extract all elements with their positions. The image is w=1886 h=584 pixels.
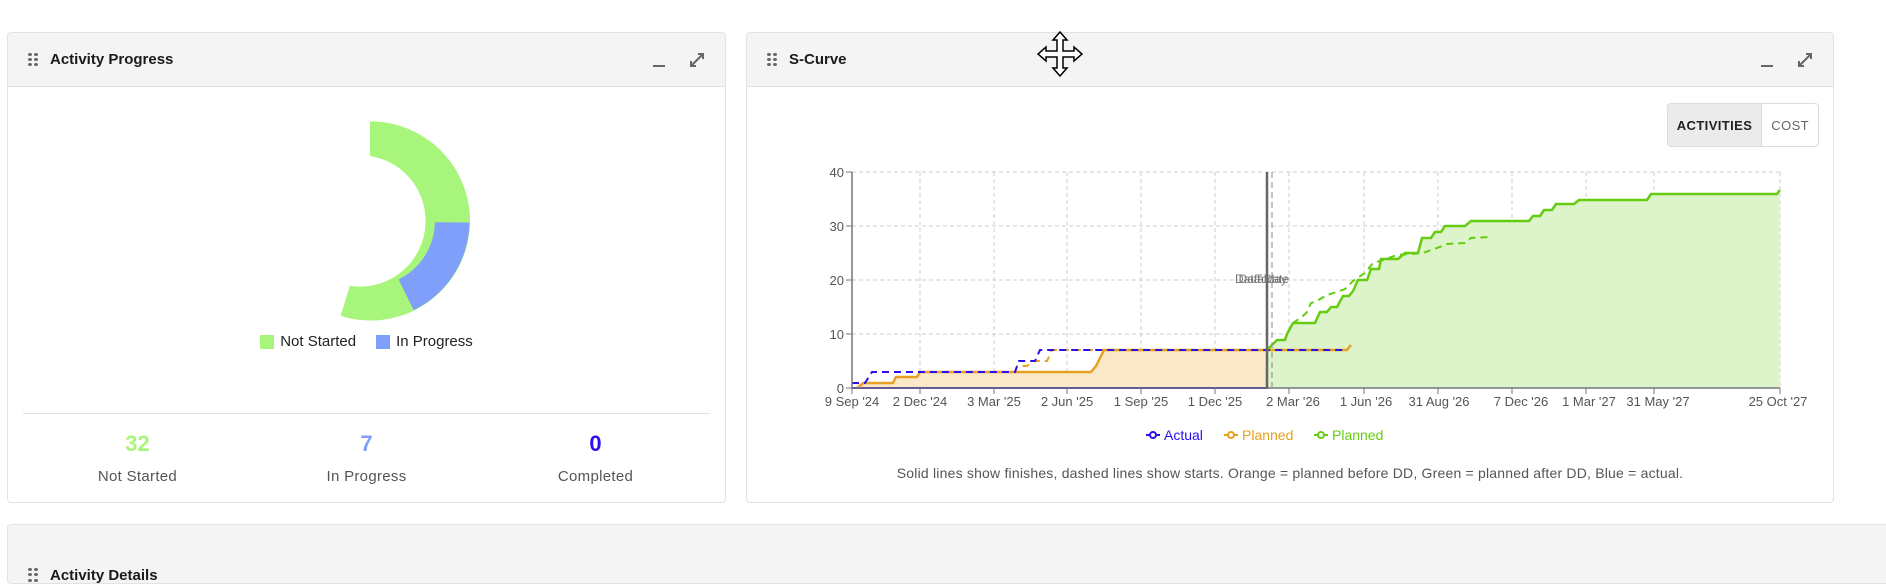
toggle-cost-button[interactable]: COST: [1762, 104, 1818, 146]
expand-icon: [690, 52, 704, 67]
panel-title: Activity Details: [50, 567, 158, 584]
svg-text:2 Jun '25: 2 Jun '25: [1041, 394, 1093, 409]
stat-in-progress: 7 In Progress: [252, 428, 481, 485]
svg-text:Planned: Planned: [1242, 427, 1293, 443]
svg-text:1 Sep '25: 1 Sep '25: [1114, 394, 1169, 409]
planned-after-dd-area: [1267, 190, 1780, 388]
svg-text:Planned: Planned: [1332, 427, 1383, 443]
legend-label: In Progress: [396, 333, 473, 350]
toggle-activities-button[interactable]: ACTIVITIES: [1667, 104, 1763, 146]
svg-text:2 Dec '24: 2 Dec '24: [893, 394, 948, 409]
legend-item-in-progress[interactable]: In Progress: [376, 333, 473, 350]
stat-value: 0: [589, 431, 602, 456]
activity-details-panel: Activity Details: [7, 524, 1886, 584]
panel-header: S-Curve: [747, 33, 1833, 87]
stat-label: Completed: [557, 468, 634, 485]
drag-handle-icon[interactable]: [28, 52, 38, 67]
panel-title: S-Curve: [789, 51, 847, 68]
expand-icon: [1798, 52, 1812, 67]
svg-text:1 Mar '27: 1 Mar '27: [1562, 394, 1616, 409]
minimize-icon: [653, 64, 665, 67]
svg-text:9 Sep '24: 9 Sep '24: [825, 394, 880, 409]
legend-item-planned-before-dd[interactable]: Planned: [1224, 427, 1293, 443]
donut-legend: Not Started In Progress: [8, 333, 725, 350]
svg-text:2 Mar '26: 2 Mar '26: [1266, 394, 1320, 409]
planned-after-dd-finish-line[interactable]: [1266, 189, 1781, 351]
actual-start-line[interactable]: [852, 349, 1343, 384]
svg-text:40: 40: [830, 165, 844, 180]
y-tick-labels: 40 30 20 10 0: [830, 165, 844, 396]
donut-slice-not-started-b[interactable]: [370, 121, 470, 220]
legend-swatch: [260, 334, 275, 349]
expand-button[interactable]: [683, 46, 711, 74]
donut-slice-in-progress[interactable]: [398, 222, 470, 311]
stats-row: 32 Not Started 7 In Progress 0 Completed: [23, 428, 710, 485]
minimize-icon: [1761, 64, 1773, 67]
data-date-label: Data: [1239, 272, 1265, 286]
svg-text:7 Dec '26: 7 Dec '26: [1494, 394, 1549, 409]
data-date-label-full: Data Date: [1235, 272, 1289, 286]
svg-text:25 Oct '27: 25 Oct '27: [1749, 394, 1808, 409]
metric-toggle: ACTIVITIES COST: [1666, 103, 1819, 147]
donut-svg: [340, 121, 470, 321]
stat-not-started: 32 Not Started: [23, 428, 252, 485]
legend-item-planned-after-dd[interactable]: Planned: [1314, 427, 1383, 443]
x-tick-labels: 9 Sep '24 2 Dec '24 3 Mar '25 2 Jun '25 …: [825, 394, 1808, 409]
expand-button[interactable]: [1791, 46, 1819, 74]
s-curve-panel: S-Curve ACTIVITIES COST: [746, 32, 1834, 503]
panel-header: Activity Progress: [8, 33, 725, 87]
s-curve-chart[interactable]: Data Data Date Today 40 30 20 10 0 9 Sep…: [747, 33, 1834, 503]
y-ticks: [846, 171, 852, 389]
stat-label: In Progress: [326, 468, 407, 485]
today-label: Today: [1255, 272, 1287, 286]
panel-title: Activity Progress: [50, 51, 174, 68]
stat-value: 7: [360, 431, 373, 456]
svg-text:30: 30: [830, 219, 844, 234]
svg-text:1 Jun '26: 1 Jun '26: [1340, 394, 1392, 409]
chart-caption: Solid lines show finishes, dashed lines …: [896, 465, 1684, 481]
stat-label: Not Started: [97, 468, 178, 485]
svg-text:10: 10: [830, 327, 844, 342]
progress-donut-chart[interactable]: [270, 121, 470, 321]
x-ticks: [851, 388, 1781, 394]
legend-swatch: [376, 334, 391, 349]
svg-text:0: 0: [837, 381, 844, 396]
legend-label: Not Started: [280, 333, 357, 350]
minimize-button[interactable]: [1753, 46, 1781, 74]
drag-handle-icon[interactable]: [767, 52, 777, 67]
svg-text:31 Aug '26: 31 Aug '26: [1408, 394, 1469, 409]
stat-value: 32: [125, 431, 150, 456]
svg-text:1 Dec '25: 1 Dec '25: [1188, 394, 1243, 409]
minimize-button[interactable]: [645, 46, 673, 74]
svg-text:20: 20: [830, 273, 844, 288]
planned-before-dd-area: [852, 350, 1347, 388]
svg-text:31 May '27: 31 May '27: [1626, 394, 1689, 409]
legend-item-not-started[interactable]: Not Started: [260, 333, 356, 350]
stat-completed: 0 Completed: [481, 428, 710, 485]
divider: [23, 413, 710, 414]
drag-handle-icon[interactable]: [28, 568, 38, 582]
s-curve-legend: Actual Planned Planned: [1146, 427, 1383, 443]
svg-text:3 Mar '25: 3 Mar '25: [967, 394, 1021, 409]
legend-item-actual[interactable]: Actual: [1146, 427, 1203, 443]
activity-progress-panel: Activity Progress Not Started In Progres…: [7, 32, 726, 503]
svg-text:Actual: Actual: [1164, 427, 1203, 443]
panel-header: Activity Details: [8, 525, 1886, 584]
